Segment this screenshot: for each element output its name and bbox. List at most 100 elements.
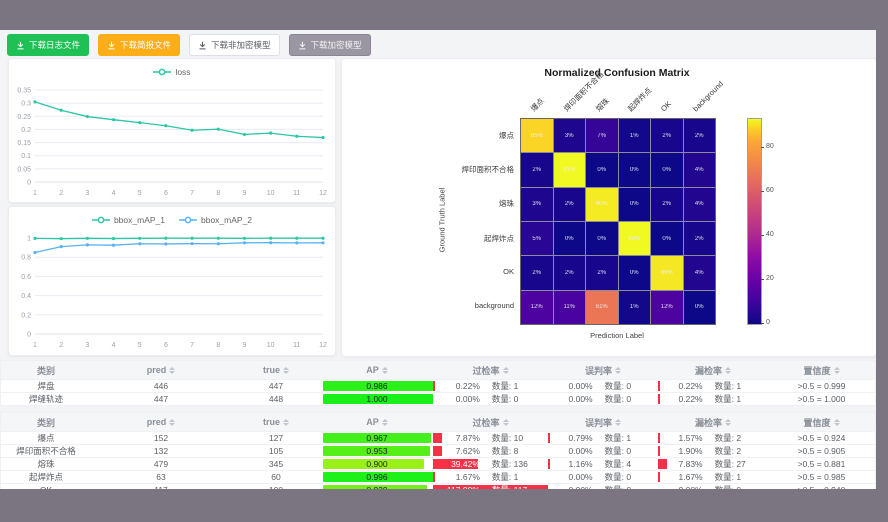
download-log-file-button[interactable]: 下载日志文件	[7, 34, 90, 56]
cell-category: 焊盘	[37, 381, 55, 391]
cell-true: 60	[271, 472, 281, 482]
cm-cell-value: 11%	[563, 304, 576, 311]
cell-confidence: >0.5 = 0.905	[797, 446, 846, 456]
col-header-confidence[interactable]: 置信度	[768, 361, 875, 379]
col-header-misjudge-rate[interactable]: 误判率	[548, 413, 658, 431]
button-label: 下载日志文件	[29, 40, 81, 50]
header-label: 类别	[36, 365, 55, 376]
cm-cell: 2%	[553, 256, 585, 290]
cm-cell-value: 2%	[532, 269, 542, 276]
map-legend: bbox_mAP_1 bbox_mAP_2	[9, 207, 335, 230]
cell-ap: 0.953	[321, 445, 433, 457]
header-label: AP	[366, 417, 379, 427]
svg-text:0.25: 0.25	[17, 114, 31, 121]
col-header-pred[interactable]: pred	[91, 413, 231, 431]
cell-ap: 0.996	[321, 471, 433, 483]
rate-bar	[658, 394, 660, 404]
cell-miss-rate: 0.22% 数量: 1	[658, 380, 768, 392]
header-label: AP	[366, 365, 379, 375]
sort-caret-icon[interactable]	[725, 366, 731, 374]
cell-misjudge-rate: 0.79% 数量: 1	[548, 432, 658, 444]
cell-miss-rate: 7.83% 数量: 27	[658, 458, 768, 470]
cm-cell-value: 1%	[629, 132, 639, 139]
cm-cell-value: 2%	[564, 201, 574, 208]
rate-bar	[658, 433, 660, 443]
cm-col-label: 爆点	[529, 96, 547, 114]
rate-percent: 1.67%	[678, 472, 703, 482]
toolbar: 下载日志文件 下载简报文件 下载非加密模型 下载加密模型	[7, 34, 371, 56]
rate-percent: 1.90%	[678, 446, 703, 456]
legend-item-loss[interactable]: loss	[153, 67, 191, 77]
col-header-ap[interactable]: AP	[321, 413, 433, 431]
sort-caret-icon[interactable]	[725, 418, 731, 426]
header-label: 误判率	[584, 365, 612, 376]
col-header-confidence[interactable]: 置信度	[768, 413, 875, 431]
rate-count: 数量: 1	[714, 472, 742, 482]
table-header-row: 类别 pred true AP 过检率 误判率 漏检率 置信度	[1, 361, 875, 379]
col-header-miss-rate[interactable]: 漏检率	[658, 413, 768, 431]
rate-count: 数量: 0	[604, 472, 632, 482]
download-plain-model-button[interactable]: 下载非加密模型	[189, 34, 280, 56]
col-header-misjudge-rate[interactable]: 误判率	[548, 361, 658, 379]
ap-value: 0.986	[366, 381, 388, 391]
colorbar-tick-mark	[761, 234, 764, 236]
rate-percent: 0.00%	[548, 485, 593, 489]
sort-caret-icon[interactable]	[502, 418, 509, 426]
col-header-over-rate[interactable]: 过检率	[433, 413, 548, 431]
cm-row-label: OK	[503, 266, 514, 276]
rate-percent: 7.87%	[455, 433, 480, 443]
line-series-icon	[153, 68, 172, 76]
cell-confidence: >0.5 = 0.881	[797, 459, 846, 469]
svg-text:2: 2	[59, 190, 63, 197]
cm-cell-value: 0%	[662, 235, 672, 242]
col-header-miss-rate[interactable]: 漏检率	[658, 361, 768, 379]
svg-text:6: 6	[164, 342, 168, 349]
sort-caret-icon[interactable]	[502, 366, 509, 374]
sort-caret-icon[interactable]	[169, 366, 176, 374]
svg-text:0.35: 0.35	[17, 88, 31, 95]
ap-bar	[323, 446, 430, 456]
sort-caret-icon[interactable]	[381, 418, 388, 426]
line-series-icon	[179, 216, 197, 224]
download-report-file-button[interactable]: 下载简报文件	[98, 34, 181, 56]
ap-value: 0.996	[366, 472, 388, 482]
rate-bar	[548, 459, 550, 469]
ap-bar	[323, 381, 433, 391]
sort-caret-icon[interactable]	[833, 366, 840, 374]
svg-text:6: 6	[164, 190, 168, 197]
col-header-true[interactable]: true	[231, 361, 321, 379]
ap-bar	[323, 472, 433, 482]
header-label: 漏检率	[694, 365, 722, 376]
svg-text:0.15: 0.15	[17, 140, 31, 147]
sort-caret-icon[interactable]	[169, 418, 176, 426]
rate-percent: 1.67%	[455, 472, 480, 482]
legend-item-bbox_mAP_2[interactable]: bbox_mAP_2	[179, 215, 252, 225]
sort-caret-icon[interactable]	[283, 366, 289, 374]
cm-cell: 85%	[521, 119, 553, 153]
svg-text:11: 11	[293, 342, 300, 349]
cm-row-label: 焊印面积不合格	[461, 165, 515, 175]
sort-caret-icon[interactable]	[833, 418, 840, 426]
cm-cell: 2%	[651, 119, 683, 153]
download-icon	[17, 41, 24, 49]
rate-count: 数量: 0	[703, 484, 768, 489]
sort-caret-icon[interactable]	[283, 418, 289, 426]
col-header-pred[interactable]: pred	[91, 361, 231, 379]
legend-item-bbox_mAP_1[interactable]: bbox_mAP_1	[91, 215, 165, 225]
svg-text:7: 7	[190, 190, 194, 197]
rate-percent: 0.22%	[455, 381, 480, 391]
sort-caret-icon[interactable]	[615, 418, 621, 426]
col-header-true[interactable]: true	[231, 413, 321, 431]
header-label: 置信度	[803, 365, 831, 376]
cell-confidence: >0.5 = 0.985	[797, 472, 846, 482]
cell-miss-rate: 0.00%数量: 0	[658, 484, 768, 489]
download-encrypted-model-button[interactable]: 下载加密模型	[288, 34, 371, 56]
sort-caret-icon[interactable]	[381, 366, 388, 374]
cell-ap: 1.000	[321, 393, 433, 405]
col-header-over-rate[interactable]: 过检率	[433, 361, 548, 379]
cm-cell: 12%	[521, 290, 553, 324]
rate-count: 数量: 1	[491, 381, 519, 391]
sort-caret-icon[interactable]	[615, 366, 621, 374]
col-header-ap[interactable]: AP	[321, 361, 433, 379]
svg-text:0.2: 0.2	[21, 312, 31, 319]
